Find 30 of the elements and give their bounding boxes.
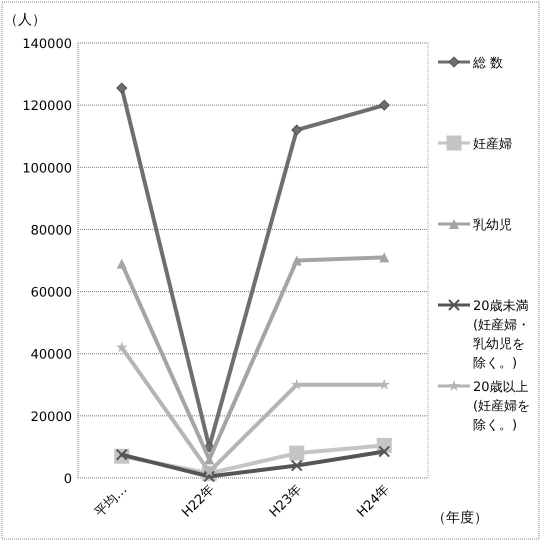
y-tick-label: 80000: [30, 223, 72, 238]
point: [292, 256, 302, 266]
point: [116, 82, 128, 94]
point: [289, 446, 304, 461]
x-tick-label: 平均…: [92, 482, 130, 520]
y-tick-label: 20000: [30, 410, 72, 425]
legend-label: 20歳未満(妊産婦・乳幼児を除く。): [473, 299, 530, 371]
legend-label: 乳幼児: [473, 218, 512, 233]
y-tick-label: 60000: [30, 286, 72, 301]
legend-label: 妊産婦: [473, 136, 512, 152]
point: [291, 378, 302, 390]
point: [378, 446, 390, 458]
point: [291, 124, 302, 136]
y-tick-label: 120000: [22, 99, 72, 114]
y-tick-label: 40000: [30, 348, 72, 363]
point: [378, 378, 390, 390]
y-tick-label: 140000: [22, 37, 72, 52]
point: [116, 342, 128, 352]
y-axis-title: （人）: [4, 12, 46, 28]
x-axis-title: （年度）: [432, 510, 488, 526]
legend-label: 20歳以上(妊産婦を除く。): [473, 380, 530, 433]
point: [116, 448, 128, 461]
y-tick-label: 0: [64, 472, 72, 487]
point: [378, 100, 390, 111]
point: [116, 258, 127, 269]
y-tick-label: 100000: [22, 161, 72, 176]
point: [203, 470, 216, 482]
point: [379, 252, 390, 262]
legend-label: 総 数: [472, 56, 504, 71]
point: [290, 460, 303, 472]
